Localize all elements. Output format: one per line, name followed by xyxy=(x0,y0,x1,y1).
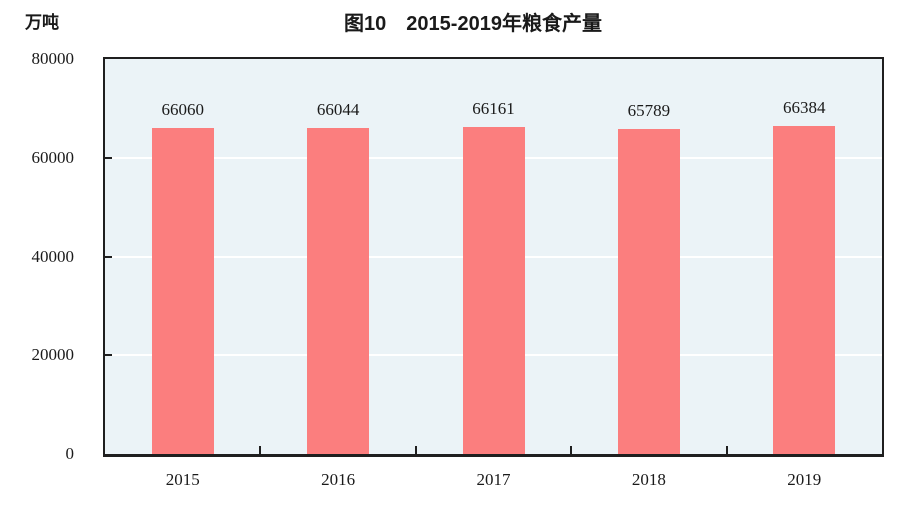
x-axis-tick-label-2019: 2019 xyxy=(787,470,822,489)
y-axis-tick-label-20000: 20000 xyxy=(31,345,75,365)
y-axis-tick-label-0: 0 xyxy=(65,444,75,463)
x-axis-tick xyxy=(725,446,728,454)
bar-value-label-2017: 66161 xyxy=(472,99,515,119)
x-axis-tick-label-2015: 2015 xyxy=(165,470,200,489)
y-axis-tick-label-40000: 40000 xyxy=(31,246,75,266)
x-axis-tick xyxy=(570,446,573,454)
bar-2017 xyxy=(462,127,525,454)
plot-area: 66060 66044 66161 65789 66384 xyxy=(103,57,884,457)
y-axis-tick-label-60000: 60000 xyxy=(31,147,75,167)
y-axis-tick-label-80000: 80000 xyxy=(31,49,75,68)
bar-2016 xyxy=(307,127,370,454)
bar-value-label-2015: 66060 xyxy=(161,99,204,119)
x-axis-tick xyxy=(259,446,262,454)
x-axis-tick xyxy=(414,446,417,454)
chart-title: 图10 2015-2019年粮食产量 xyxy=(344,13,602,35)
bar-value-label-2016: 66044 xyxy=(316,99,360,119)
bar-value-label-2019: 66384 xyxy=(783,98,826,118)
x-axis-tick-label-2018: 2018 xyxy=(631,470,666,489)
y-axis-tick-40000 xyxy=(105,255,112,258)
y-axis-unit-label: 万吨 xyxy=(25,13,59,32)
bar-2018 xyxy=(617,129,680,454)
x-axis-tick-label-2017: 2017 xyxy=(476,470,511,489)
y-axis-tick-60000 xyxy=(105,156,112,159)
bar-2019 xyxy=(773,126,836,454)
y-axis-tick-20000 xyxy=(105,354,112,357)
bar-2015 xyxy=(151,127,214,454)
bar-value-label-2018: 65789 xyxy=(627,101,671,121)
x-axis-tick-label-2016: 2016 xyxy=(321,470,356,489)
